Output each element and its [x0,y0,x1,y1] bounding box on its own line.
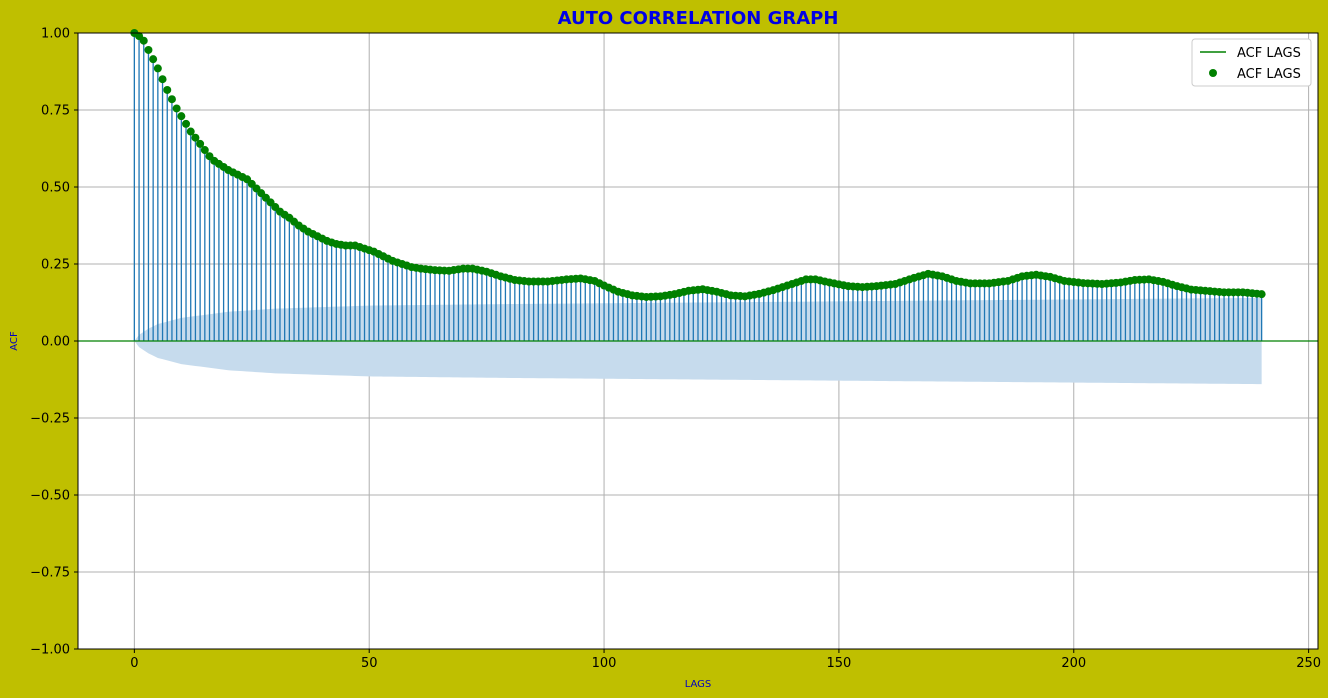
acf-marker [172,104,181,113]
y-axis-label: ACF [9,331,20,351]
y-tick-label: 0.75 [41,104,70,119]
y-tick-label: −0.25 [30,412,70,427]
chart-title: AUTO CORRELATION GRAPH [558,8,839,29]
legend-box [1191,38,1312,87]
acf-marker [186,127,195,136]
acf-marker [149,55,158,64]
acf-marker [153,64,162,73]
y-tick-label: −0.75 [30,566,70,581]
acf-marker [1257,290,1266,299]
legend-label-dot: ACF LAGS [1237,67,1301,82]
acf-marker [144,45,153,54]
acf-marker [191,133,200,142]
y-tick-label: 0.50 [41,181,70,196]
x-tick-label: 100 [592,656,617,671]
y-tick-label: 0.25 [41,258,70,273]
acf-marker [163,85,172,94]
axis-ticks: 0 50 100 150 200 250 −1.00 −0.75 −0.50 −0.25 0.00 0… [30,27,1321,672]
acf-marker [139,36,148,45]
x-tick-label: 50 [361,656,378,671]
y-tick-label: −1.00 [30,643,70,658]
legend: ACF LAGS ACF LAGS [1191,38,1312,87]
acf-marker [177,112,186,121]
acf-marker [167,95,176,104]
markers [130,29,1266,301]
x-tick-label: 250 [1296,656,1321,671]
x-tick-label: 200 [1061,656,1086,671]
acf-marker [196,139,205,148]
acf-marker [158,75,167,84]
legend-dot-swatch [1209,69,1217,77]
y-tick-label: 1.00 [41,27,70,42]
y-tick-label: 0.00 [41,335,70,350]
x-axis-label: LAGS [685,679,712,690]
x-tick-label: 0 [130,656,138,671]
legend-label-line: ACF LAGS [1237,46,1301,61]
y-tick-label: −0.50 [30,489,70,504]
x-tick-label: 150 [826,656,851,671]
acf-marker [200,146,209,155]
acf-marker [182,119,191,128]
stems [133,33,1263,341]
